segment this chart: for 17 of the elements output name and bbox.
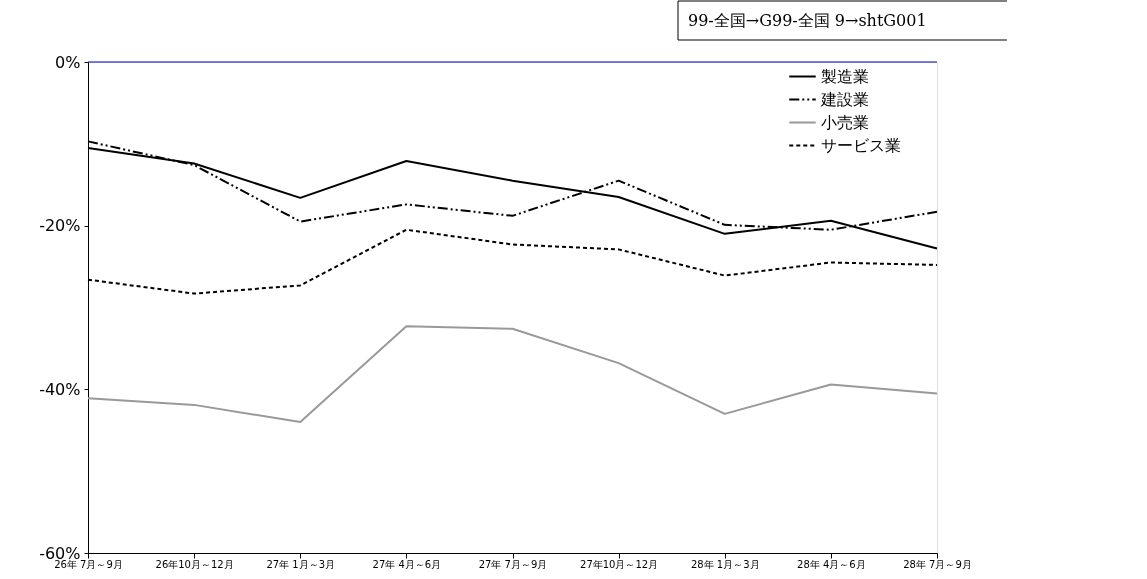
legend-label: 小売業 <box>821 112 869 132</box>
y-tick-label: 0% <box>55 52 81 72</box>
text: 99-全国→G99-全国 9→shtG001 <box>688 11 927 30</box>
legend-label: 建設業 <box>820 89 869 109</box>
y-tick-label: -40% <box>39 379 81 399</box>
x-tick-label: 27年 4月～6月 <box>372 558 442 570</box>
x-tick-label: 27年 7月～9月 <box>478 558 548 570</box>
legend-label: サービス業 <box>821 135 901 155</box>
x-tick-label: 28年 1月～3月 <box>690 558 760 570</box>
x-tick-label: 28年 4月～6月 <box>797 558 866 570</box>
legend-label: 製造業 <box>821 66 869 86</box>
line-series <box>87 325 938 424</box>
x-tick-label: 28年 7月～9月 <box>903 558 972 570</box>
y-tick-label: -20% <box>39 216 81 236</box>
x-tick-label: 27年10月～12月 <box>580 558 659 570</box>
x-tick-label: 27年 1月～3月 <box>266 558 336 570</box>
x-tick-label: 26年10月～12月 <box>155 558 234 570</box>
